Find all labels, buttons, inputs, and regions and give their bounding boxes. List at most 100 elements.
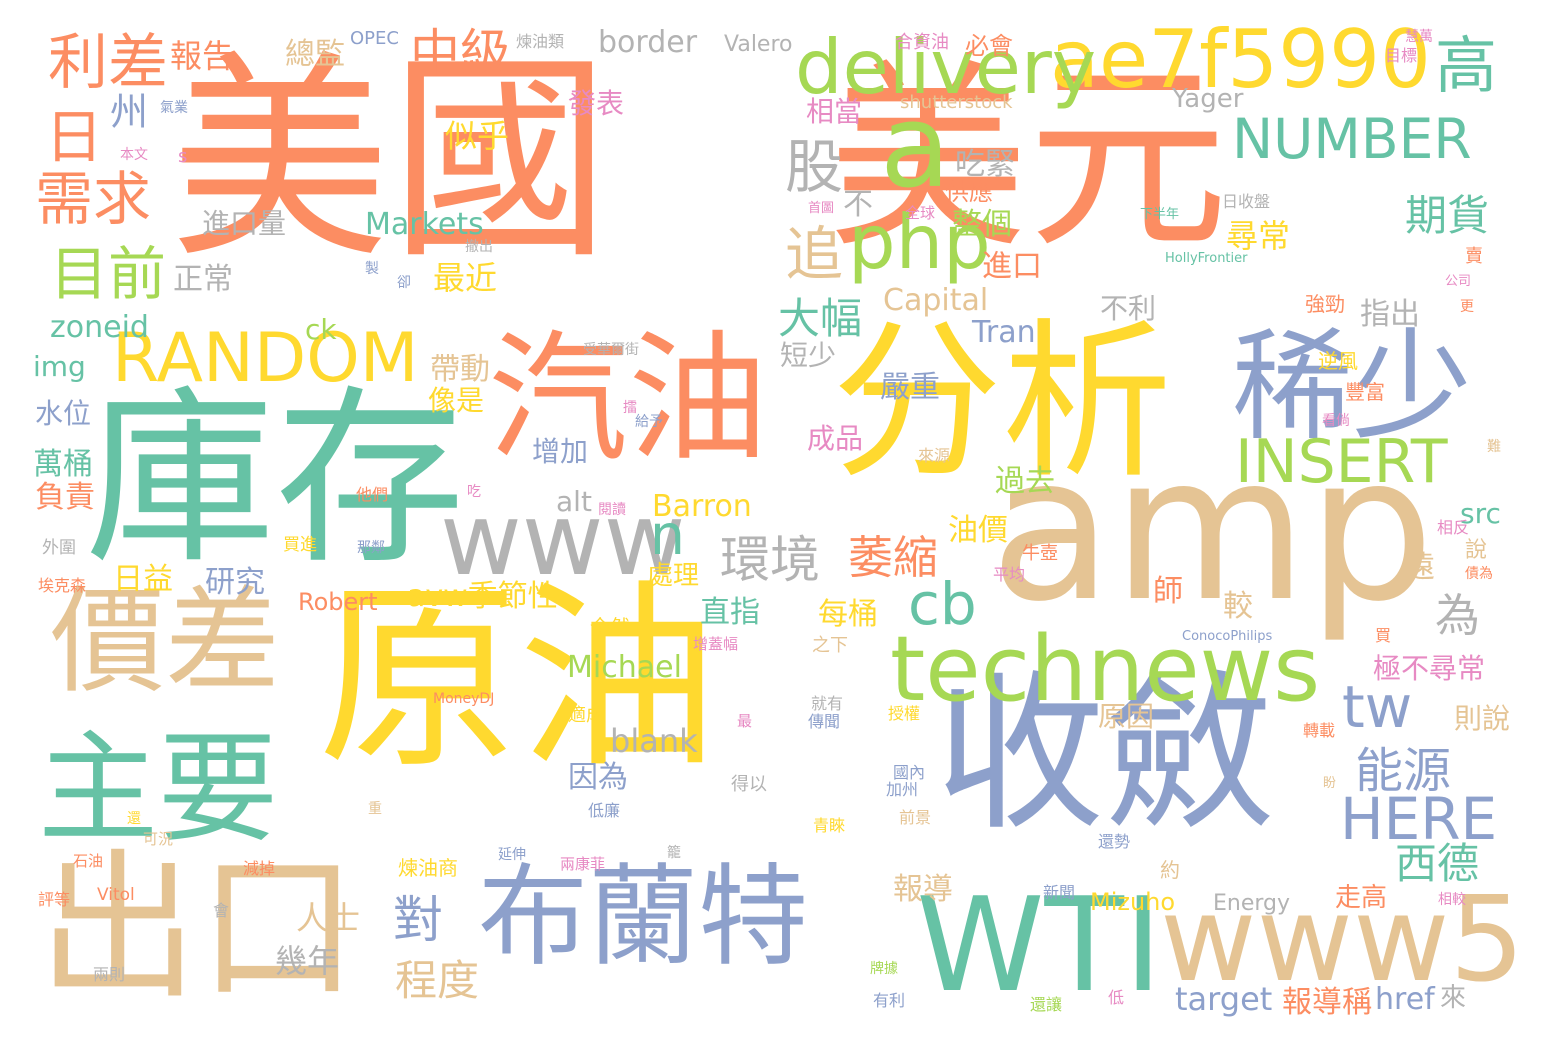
word-cloud-word: 布蘭特	[478, 853, 808, 981]
word-cloud-word: Energy	[1213, 891, 1291, 916]
word-cloud-word: 賣	[1465, 246, 1483, 267]
word-cloud-word: 則說	[1454, 702, 1511, 735]
word-cloud-word: 全球	[905, 204, 936, 222]
word-cloud-word: Robert	[298, 588, 378, 616]
word-cloud-word: 收斂	[935, 656, 1276, 854]
word-cloud-word: 延伸	[498, 847, 526, 863]
word-cloud-word: 合資油	[895, 32, 949, 53]
word-cloud-word: 程度	[395, 956, 480, 1005]
word-cloud-word: 最	[737, 712, 753, 730]
word-cloud-word: 下半年	[1140, 207, 1180, 222]
word-cloud-word: php	[848, 198, 991, 286]
word-cloud-word: 較	[1223, 589, 1253, 624]
word-cloud-word: Valero	[724, 32, 793, 57]
word-cloud-word: 油價	[948, 513, 1008, 548]
word-cloud-word: 盼	[1323, 776, 1337, 791]
word-cloud-word: 需求	[35, 165, 152, 233]
word-cloud-word: tw	[1342, 673, 1413, 741]
word-cloud-word: 萎縮	[848, 531, 939, 584]
word-cloud-word: s	[178, 146, 188, 167]
word-cloud-word: 全然	[590, 615, 630, 639]
word-cloud-word: 處理	[647, 561, 700, 591]
word-cloud-word: 首圖	[808, 201, 835, 216]
word-cloud-word: NUMBER	[1232, 107, 1472, 171]
word-cloud-word: 成品	[807, 422, 864, 455]
word-cloud-word: 汽油	[488, 318, 769, 481]
word-cloud-word: 原油	[318, 563, 719, 796]
word-cloud-word: Barron	[652, 489, 752, 524]
word-cloud-word: 州	[110, 90, 149, 134]
word-cloud-word: amp	[990, 413, 1435, 646]
word-cloud-word: 庫存	[85, 369, 466, 590]
word-cloud-word: 前景	[899, 808, 932, 827]
word-cloud-word: 氣業	[160, 100, 188, 116]
word-cloud-word: 日	[45, 103, 104, 171]
word-cloud-word: 期貨	[1405, 191, 1490, 240]
word-cloud-word: 煉油商	[398, 856, 458, 880]
word-cloud-word: 能源	[1355, 743, 1452, 799]
word-cloud-word: Michael	[567, 650, 682, 685]
word-cloud-word: 報導稱	[1282, 985, 1372, 1020]
word-cloud-word: 增蓋幅	[693, 635, 739, 653]
word-cloud-word: 稀少	[1232, 318, 1472, 457]
word-cloud-word: www	[440, 481, 686, 598]
word-cloud-word: 煉油類	[516, 32, 565, 51]
word-cloud-word: 埃克森	[38, 576, 87, 595]
word-cloud-word: 看倘	[1322, 413, 1350, 429]
word-cloud-word: 尋常	[1226, 217, 1291, 255]
word-cloud-word: 兩則	[93, 965, 126, 984]
word-cloud-word: 新聞	[1043, 883, 1076, 902]
word-cloud-word: 大幅	[778, 294, 863, 343]
word-cloud-word: 強勁	[1305, 292, 1345, 316]
word-cloud-word: 目前	[50, 240, 167, 308]
word-cloud-word: 可況	[143, 830, 174, 848]
word-cloud-word: 他們	[356, 485, 389, 504]
word-cloud-word: border	[598, 25, 698, 60]
word-cloud-word: 股	[785, 133, 844, 201]
word-cloud-word: ConocoPhilips	[1182, 629, 1273, 644]
word-cloud-word: 似乎	[445, 117, 510, 155]
word-cloud-word: Tran	[972, 315, 1036, 350]
word-cloud-word: 轉載	[1303, 721, 1336, 740]
word-cloud-word: 供應	[945, 178, 993, 206]
word-cloud-word: 約	[1160, 858, 1180, 882]
word-cloud-word: 得以	[731, 774, 767, 795]
word-cloud-word: 每桶	[818, 597, 878, 632]
word-cloud-word: 負責	[35, 480, 95, 515]
word-cloud-word: Yager	[1172, 84, 1244, 114]
word-cloud-word: 幾年	[275, 942, 340, 980]
word-cloud-word: 原因	[1098, 700, 1155, 733]
word-cloud-word: 相反	[1437, 518, 1470, 537]
word-cloud-word: 青睞	[813, 816, 846, 835]
word-cloud-word: OPEC	[350, 28, 399, 49]
word-cloud-word: 分析	[832, 304, 1173, 502]
word-cloud-word: 來源	[918, 446, 951, 465]
word-cloud-word: 報導	[893, 872, 953, 907]
word-cloud-word: 受華爾街	[583, 342, 639, 358]
word-cloud-word: 給予	[635, 414, 663, 430]
word-cloud-word: n	[650, 503, 685, 567]
word-cloud-word: 利差	[48, 28, 168, 98]
word-cloud-word: 減掉	[243, 859, 276, 878]
word-cloud-word: 逆風	[1318, 349, 1358, 373]
word-cloud-word: 授權	[888, 704, 921, 723]
word-cloud-word: 債為	[1465, 566, 1493, 582]
word-cloud-word: Vitol	[97, 885, 135, 905]
word-cloud-word: 高	[1435, 29, 1498, 102]
word-cloud-word: 吃緊	[955, 147, 1015, 182]
word-cloud-word: 來	[1440, 983, 1467, 1013]
word-cloud-word: 進口量	[202, 207, 287, 240]
word-cloud-word: 不	[843, 187, 873, 222]
word-cloud-word: href	[1375, 982, 1435, 1017]
word-cloud-word: 進口	[982, 249, 1042, 284]
word-cloud-word: 兩康菲	[560, 855, 606, 873]
word-cloud-word: INSERT	[1235, 427, 1448, 497]
word-cloud-word: 環境	[720, 531, 820, 589]
word-cloud-word: 不利	[1100, 292, 1157, 325]
word-cloud-word: 價差	[50, 575, 281, 709]
word-cloud-word: 最近	[433, 259, 498, 297]
word-cloud-word: 西德	[1395, 839, 1480, 888]
word-cloud-word: HERE	[1340, 785, 1498, 853]
word-cloud-word: 會	[213, 901, 230, 920]
word-cloud-word: 追	[785, 220, 844, 288]
